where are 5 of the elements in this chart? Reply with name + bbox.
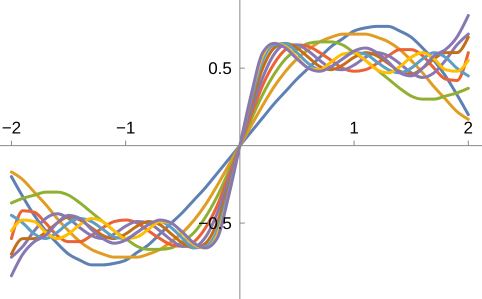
- y-tick-label: 0.5: [208, 59, 232, 78]
- x-tick-label: 2: [464, 118, 474, 138]
- x-tick-label: −2: [2, 118, 22, 138]
- x-tick-label: 1: [349, 118, 359, 138]
- x-tick-label: −1: [116, 118, 136, 138]
